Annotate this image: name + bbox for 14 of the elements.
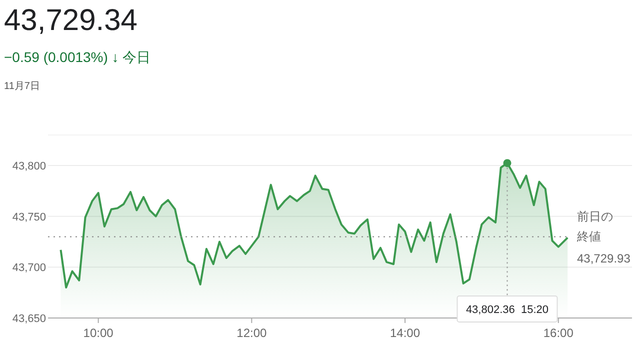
y-tick-label: 43,750 — [12, 211, 46, 224]
text: 11月7日 — [4, 81, 40, 92]
x-tick-label: 10:00 — [83, 326, 114, 340]
annotation: 43,802.36 15:20 — [466, 304, 549, 316]
y-tick-label: 43,650 — [12, 313, 46, 325]
chart-subtitle: −0.59 (0.0013%) ↓ 今日 — [4, 49, 151, 65]
x-tick-label: 14:00 — [390, 326, 420, 340]
y-tick-label: 43,700 — [12, 262, 46, 274]
annotation: 43,729.93 — [577, 252, 631, 266]
chart-title: 43,729.34 — [4, 4, 138, 37]
ref-line-label: 前日の終値 — [576, 210, 613, 244]
y-tick-label: 43,800 — [12, 160, 46, 172]
x-tick-label: 12:00 — [236, 326, 268, 340]
x-tick-label: 16:00 — [543, 326, 574, 340]
